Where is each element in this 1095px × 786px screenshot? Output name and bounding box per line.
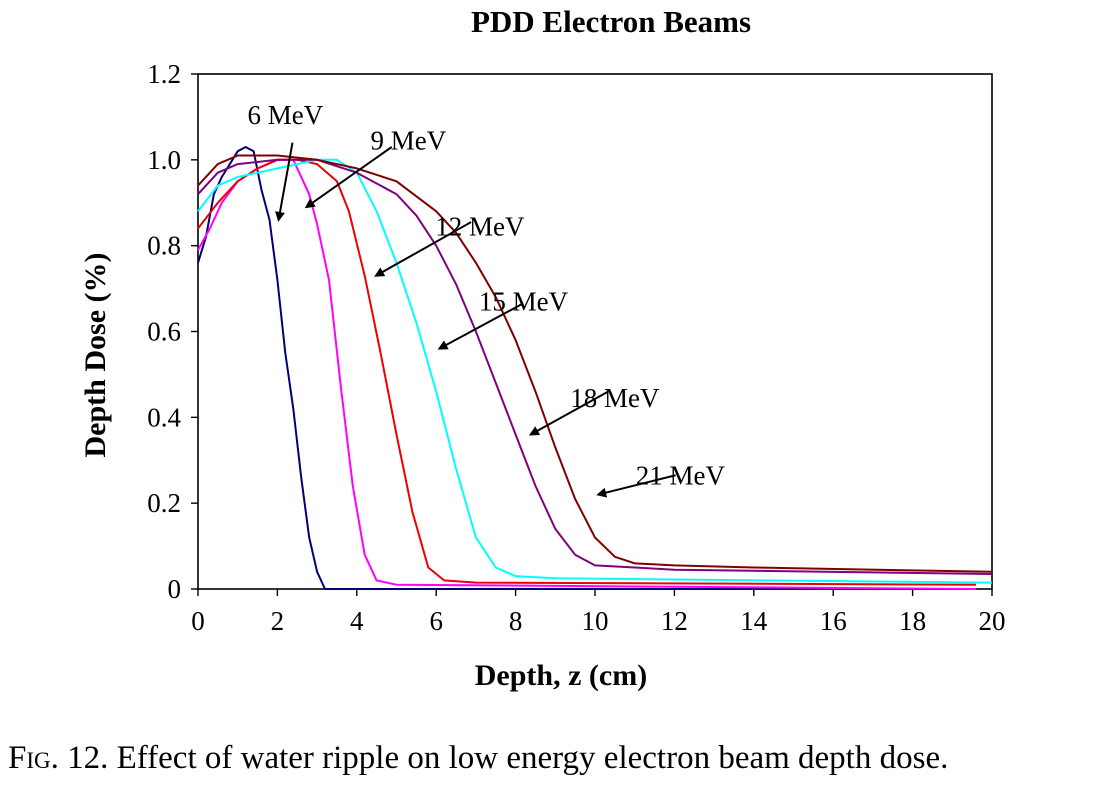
- label-9-mev: 9 MeV: [371, 126, 447, 156]
- label-21-mev: 21 MeV: [636, 460, 726, 490]
- y-tick-label: 1.2: [147, 59, 181, 89]
- x-tick-label: 0: [191, 606, 205, 636]
- y-tick-label: 1.0: [147, 145, 181, 175]
- x-tick-label: 10: [582, 606, 609, 636]
- x-tick-label: 4: [350, 606, 364, 636]
- series-line-15-mev: [197, 158, 993, 584]
- y-tick-label: 0.4: [147, 402, 181, 432]
- series-line-12-mev: [197, 158, 977, 586]
- label-6-mev: 6 MeV: [247, 100, 323, 130]
- arrow-21-mev: [596, 474, 676, 498]
- x-tick-label: 20: [979, 606, 1006, 636]
- annotation-layer: 6 MeV 9 MeV 12 MeV 15 MeV 18 MeV 21 MeV: [247, 100, 726, 498]
- x-tick-label: 2: [271, 606, 285, 636]
- x-axis-title: Depth, z (cm): [475, 659, 647, 692]
- arrow-9-mev: [304, 146, 393, 209]
- series-line-6-mev: [197, 146, 977, 590]
- label-15-mev: 15 MeV: [479, 286, 569, 316]
- y-tick-label: 0.6: [147, 317, 181, 347]
- series-line-9-mev: [197, 158, 977, 590]
- caption-text: Effect of water ripple on low energy ele…: [116, 740, 949, 776]
- x-tick-label: 18: [899, 606, 926, 636]
- plot-area: [197, 73, 993, 590]
- caption-prefix: Fig. 12.: [8, 740, 109, 776]
- x-tick-label: 12: [661, 606, 688, 636]
- x-tick-label: 16: [820, 606, 847, 636]
- x-tick-label: 6: [429, 606, 443, 636]
- x-tick-label: 8: [509, 606, 523, 636]
- label-18-mev: 18 MeV: [570, 383, 660, 413]
- series-line-21-mev: [197, 154, 993, 573]
- y-tick-label: 0.2: [147, 488, 181, 518]
- y-tick-label: 0.8: [147, 231, 181, 261]
- x-tick-label: 14: [740, 606, 768, 636]
- figure-caption: Fig. 12. Effect of water ripple on low e…: [8, 740, 1095, 777]
- label-12-mev: 12 MeV: [435, 211, 525, 241]
- arrow-6-mev: [275, 142, 294, 222]
- series-line-18-mev: [197, 158, 993, 575]
- arrow-12-mev: [374, 221, 472, 277]
- y-axis-title: Depth Dose (%): [79, 253, 112, 458]
- arrow-15-mev: [437, 302, 524, 350]
- x-axis-ticks: 0 2 4 6 8 10 12 14 16 18 20: [191, 589, 1006, 636]
- y-axis-ticks: 0 0.2 0.4 0.6 0.8 1.0 1.2: [147, 59, 198, 604]
- arrow-18-mev: [528, 390, 609, 436]
- series-layer: [197, 146, 993, 590]
- y-tick-label: 0: [168, 574, 182, 604]
- chart-title: PDD Electron Beams: [471, 4, 751, 39]
